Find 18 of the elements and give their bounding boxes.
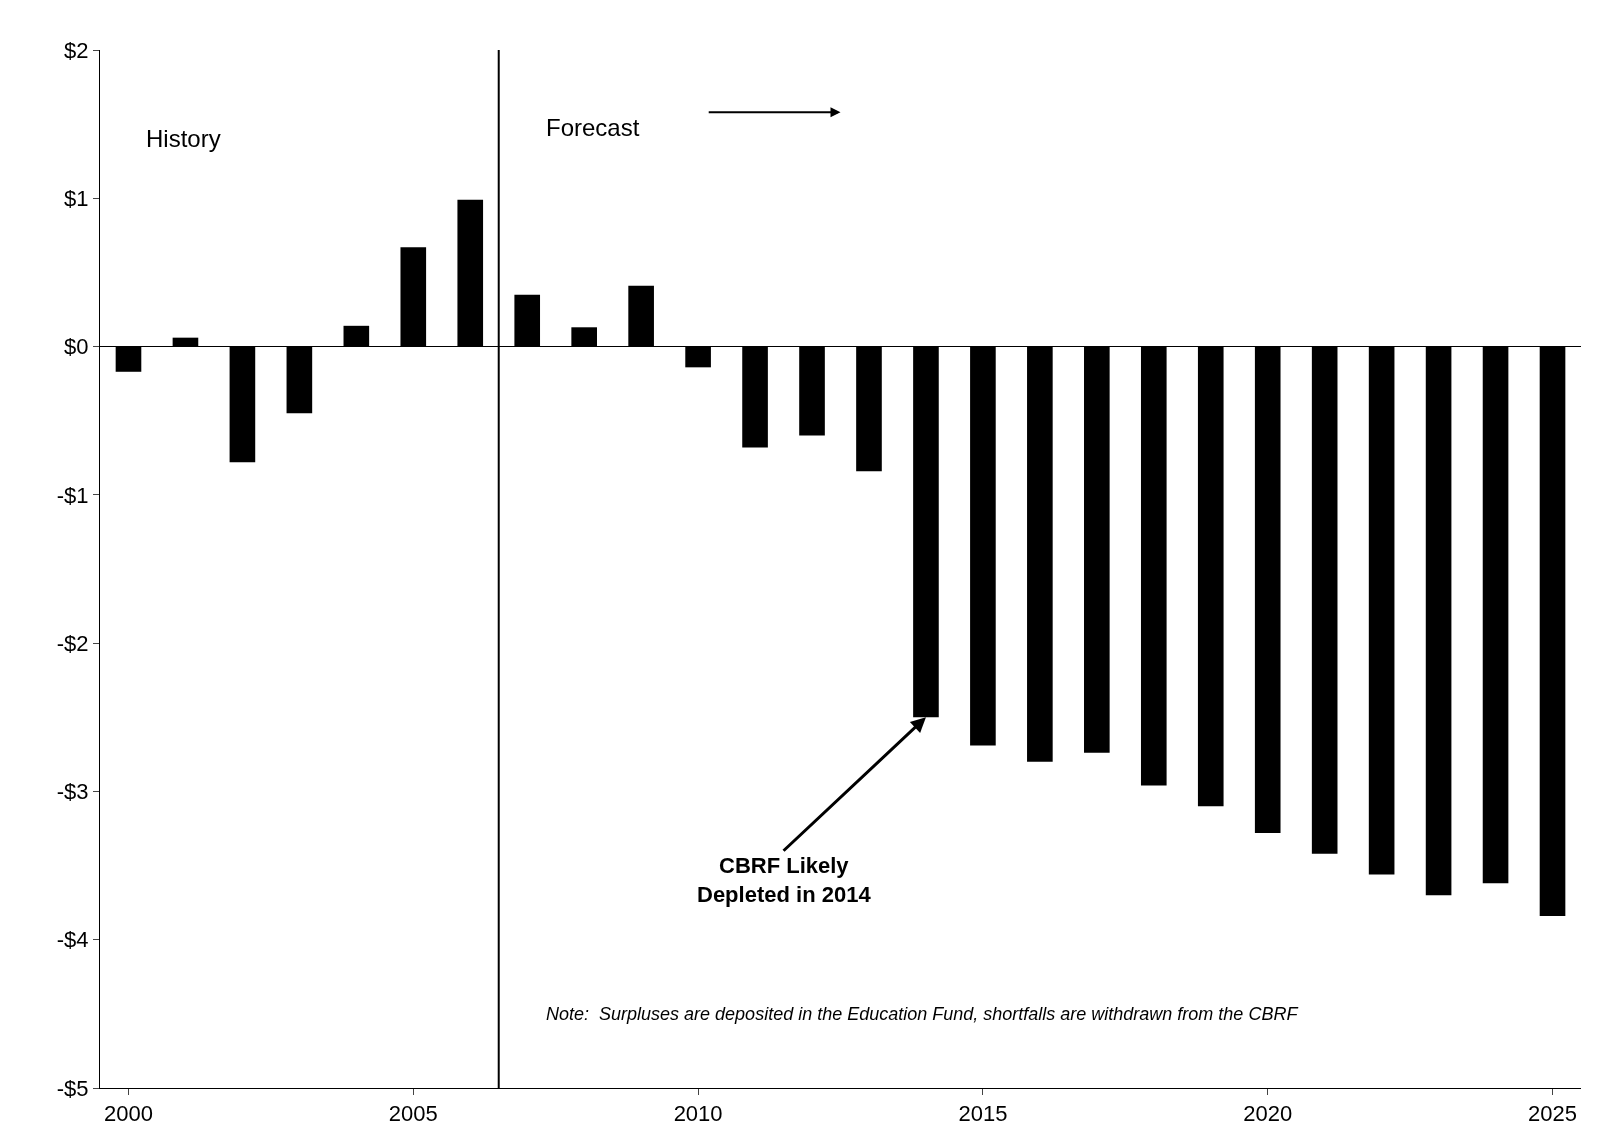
- annotation: CBRF Likely Depleted in 2014: [697, 853, 872, 907]
- x-tick-label: 2020: [1243, 1101, 1293, 1127]
- y-tick-label: -$3: [56, 779, 89, 805]
- annotation: Note: Surpluses are deposited in the Education Fund, shortfalls are withdrawn from the CBRF: [546, 1004, 1299, 1024]
- annotation: History: [146, 125, 221, 152]
- y-tick-label: $0: [64, 334, 89, 360]
- x-tick-label: 2010: [673, 1101, 723, 1127]
- x-tick-label: 2015: [958, 1101, 1008, 1127]
- x-tick-label: 2025: [1528, 1101, 1577, 1127]
- y-tick-label: -$2: [56, 630, 89, 656]
- x-tick-label: 2000: [104, 1101, 153, 1127]
- y-tick-label: -$4: [56, 927, 89, 953]
- annotation: Forecast: [546, 114, 640, 141]
- x-tick-label: 2005: [388, 1101, 438, 1127]
- y-tick-label: $1: [64, 185, 89, 211]
- y-tick-label: $2: [64, 37, 89, 63]
- y-tick-label: -$5: [56, 1075, 89, 1101]
- y-tick-label: -$1: [56, 482, 89, 508]
